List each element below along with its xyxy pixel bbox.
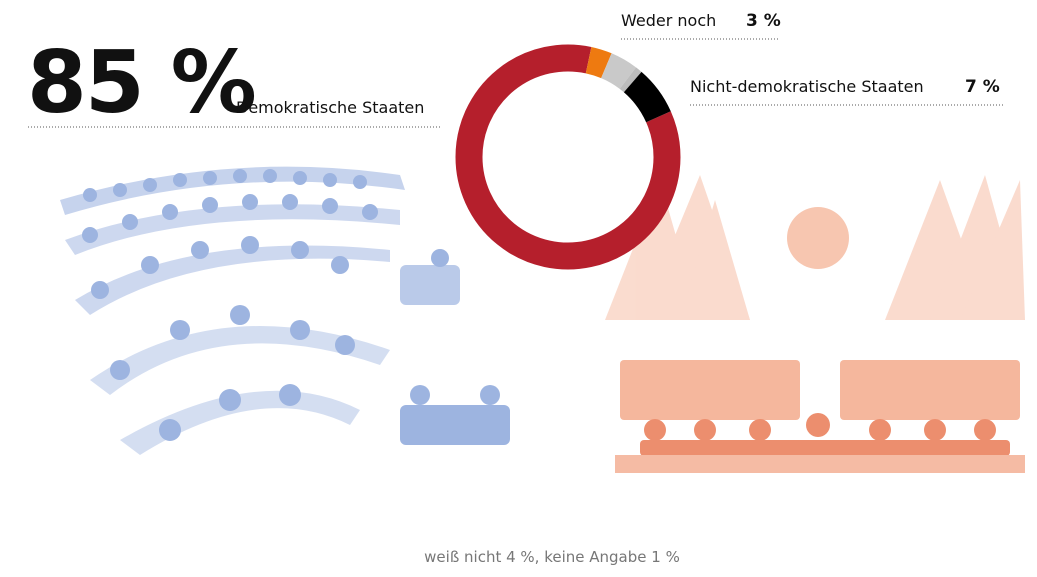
donut-segment [606,66,627,78]
category-label: Demokratische Staaten [236,98,424,117]
autocracy-illustration [605,175,1025,473]
value-label: 3 % [746,11,781,31]
main-value: 85 % [27,33,255,133]
donut-segment [589,60,607,66]
footnote: weiß nicht 4 %, keine Angabe 1 % [424,548,680,566]
donut-segment [633,82,659,117]
category-label: Weder noch [621,11,716,30]
democracy-illustration [60,167,510,455]
category-label: Nicht-demokratische Staaten [690,77,924,96]
donut-segment [628,78,633,82]
value-label: 7 % [965,77,1000,97]
chart: 85 % Demokratische Staaten Weder noch 3 … [0,0,1037,573]
